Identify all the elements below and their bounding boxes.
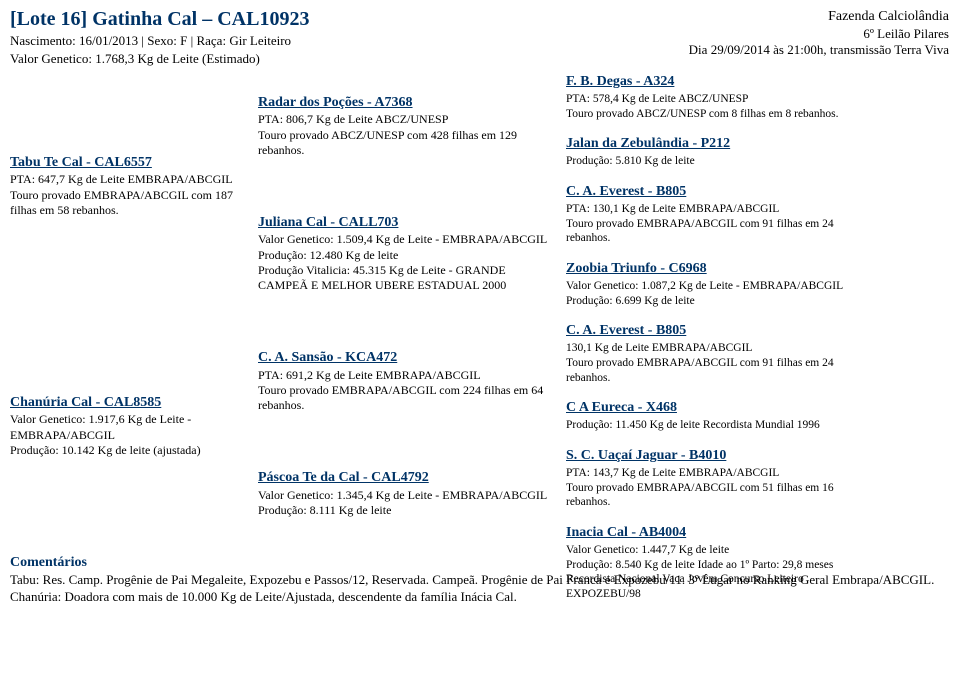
dss-line2: Touro provado EMBRAPA/ABCGIL com 91 filh… bbox=[566, 356, 866, 385]
ddd: Inacia Cal - AB4004 Valor Genetico: 1.44… bbox=[566, 524, 866, 602]
dam-vg: Valor Genetico: 1.917,6 Kg de Leite - EM… bbox=[10, 412, 240, 443]
header: [Lote 16] Gatinha Cal – CAL10923 Nascime… bbox=[10, 8, 949, 67]
pedigree-tree: Tabu Te Cal - CAL6557 PTA: 647,7 Kg de L… bbox=[10, 73, 949, 553]
sss-pta: PTA: 578,4 Kg de Leite ABCZ/UNESP bbox=[566, 92, 866, 107]
farm-name: Fazenda Calciolândia bbox=[689, 8, 949, 26]
sss-name: F. B. Degas - A324 bbox=[566, 73, 866, 91]
dss: C. A. Everest - B805 130,1 Kg de Leite E… bbox=[566, 322, 866, 385]
sd-prod: Produção: 12.480 Kg de leite bbox=[258, 248, 548, 263]
dam: Chanúria Cal - CAL8585 Valor Genetico: 1… bbox=[10, 394, 240, 459]
dd-vg: Valor Genetico: 1.345,4 Kg de Leite - EM… bbox=[258, 488, 548, 503]
sds: C. A. Everest - B805 PTA: 130,1 Kg de Le… bbox=[566, 183, 866, 246]
dd-name: Páscoa Te da Cal - CAL4792 bbox=[258, 469, 548, 487]
sds-name: C. A. Everest - B805 bbox=[566, 183, 866, 201]
birth-line: Nascimento: 16/01/2013 | Sexo: F | Raça:… bbox=[10, 33, 309, 49]
sds-line2: Touro provado EMBRAPA/ABCGIL com 91 filh… bbox=[566, 217, 866, 246]
ss-line2: Touro provado ABCZ/UNESP com 428 filhas … bbox=[258, 128, 548, 159]
ssd-prod: Produção: 5.810 Kg de leite bbox=[566, 154, 866, 169]
auction-name: 6º Leilão Pilares bbox=[689, 26, 949, 42]
ds-pta: PTA: 691,2 Kg de Leite EMBRAPA/ABCGIL bbox=[258, 368, 548, 383]
dsd: C A Eureca - X468 Produção: 11.450 Kg de… bbox=[566, 399, 866, 433]
ds-name: C. A. Sansão - KCA472 bbox=[258, 349, 548, 367]
header-left: [Lote 16] Gatinha Cal – CAL10923 Nascime… bbox=[10, 8, 309, 67]
sd-vit: Produção Vitalicia: 45.315 Kg de Leite -… bbox=[258, 263, 548, 294]
dds-pta: PTA: 143,7 Kg de Leite EMBRAPA/ABCGIL bbox=[566, 466, 866, 481]
dam-name: Chanúria Cal - CAL8585 bbox=[10, 394, 240, 412]
col-grandparents: Radar dos Poções - A7368 PTA: 806,7 Kg d… bbox=[258, 73, 548, 553]
sss-line2: Touro provado ABCZ/UNESP com 8 filhas em… bbox=[566, 107, 866, 122]
ssd-name: Jalan da Zebulândia - P212 bbox=[566, 135, 866, 153]
sire-pta: PTA: 647,7 Kg de Leite EMBRAPA/ABCGIL bbox=[10, 172, 240, 187]
lot-title: [Lote 16] Gatinha Cal – CAL10923 bbox=[10, 8, 309, 31]
dds-line2: Touro provado EMBRAPA/ABCGIL com 51 filh… bbox=[566, 481, 866, 510]
dam-prod: Produção: 10.142 Kg de leite (ajustada) bbox=[10, 443, 240, 458]
dd-prod: Produção: 8.111 Kg de leite bbox=[258, 503, 548, 518]
ddd-name: Inacia Cal - AB4004 bbox=[566, 524, 866, 542]
dds-name: S. C. Uaçaí Jaguar - B4010 bbox=[566, 447, 866, 465]
ss-pta: PTA: 806,7 Kg de Leite ABCZ/UNESP bbox=[258, 112, 548, 127]
sd: Juliana Cal - CALL703 Valor Genetico: 1.… bbox=[258, 214, 548, 294]
sd-name: Juliana Cal - CALL703 bbox=[258, 214, 548, 232]
page: [Lote 16] Gatinha Cal – CAL10923 Nascime… bbox=[0, 0, 959, 686]
col-greatgrandparents: F. B. Degas - A324 PTA: 578,4 Kg de Leit… bbox=[566, 73, 866, 553]
sds-pta: PTA: 130,1 Kg de Leite EMBRAPA/ABCGIL bbox=[566, 202, 866, 217]
ds-line2: Touro provado EMBRAPA/ABCGIL com 224 fil… bbox=[258, 383, 548, 414]
sire-name: Tabu Te Cal - CAL6557 bbox=[10, 154, 240, 172]
sdd-vg: Valor Genetico: 1.087,2 Kg de Leite - EM… bbox=[566, 279, 866, 294]
dss-name: C. A. Everest - B805 bbox=[566, 322, 866, 340]
sss: F. B. Degas - A324 PTA: 578,4 Kg de Leit… bbox=[566, 73, 866, 121]
ss: Radar dos Poções - A7368 PTA: 806,7 Kg d… bbox=[258, 94, 548, 159]
dsd-prod: Produção: 11.450 Kg de leite Recordista … bbox=[566, 418, 866, 433]
sdd-prod: Produção: 6.699 Kg de leite bbox=[566, 294, 866, 309]
dd: Páscoa Te da Cal - CAL4792 Valor Genetic… bbox=[258, 469, 548, 519]
auction-date: Dia 29/09/2014 às 21:00h, transmissão Te… bbox=[689, 42, 949, 58]
ss-name: Radar dos Poções - A7368 bbox=[258, 94, 548, 112]
ssd: Jalan da Zebulândia - P212 Produção: 5.8… bbox=[566, 135, 866, 169]
sire-line2: Touro provado EMBRAPA/ABCGIL com 187 fil… bbox=[10, 188, 240, 219]
ds: C. A. Sansão - KCA472 PTA: 691,2 Kg de L… bbox=[258, 349, 548, 414]
sd-vg: Valor Genetico: 1.509,4 Kg de Leite - EM… bbox=[258, 232, 548, 247]
col-parents: Tabu Te Cal - CAL6557 PTA: 647,7 Kg de L… bbox=[10, 73, 240, 553]
dsd-name: C A Eureca - X468 bbox=[566, 399, 866, 417]
sire: Tabu Te Cal - CAL6557 PTA: 647,7 Kg de L… bbox=[10, 154, 240, 219]
vg-line: Valor Genetico: 1.768,3 Kg de Leite (Est… bbox=[10, 51, 309, 67]
header-right: Fazenda Calciolândia 6º Leilão Pilares D… bbox=[689, 8, 949, 58]
sdd: Zoobia Triunfo - C6968 Valor Genetico: 1… bbox=[566, 260, 866, 308]
dds: S. C. Uaçaí Jaguar - B4010 PTA: 143,7 Kg… bbox=[566, 447, 866, 510]
ddd-vg: Valor Genetico: 1.447,7 Kg de leite bbox=[566, 543, 866, 558]
dss-pta: 130,1 Kg de Leite EMBRAPA/ABCGIL bbox=[566, 341, 866, 356]
sdd-name: Zoobia Triunfo - C6968 bbox=[566, 260, 866, 278]
